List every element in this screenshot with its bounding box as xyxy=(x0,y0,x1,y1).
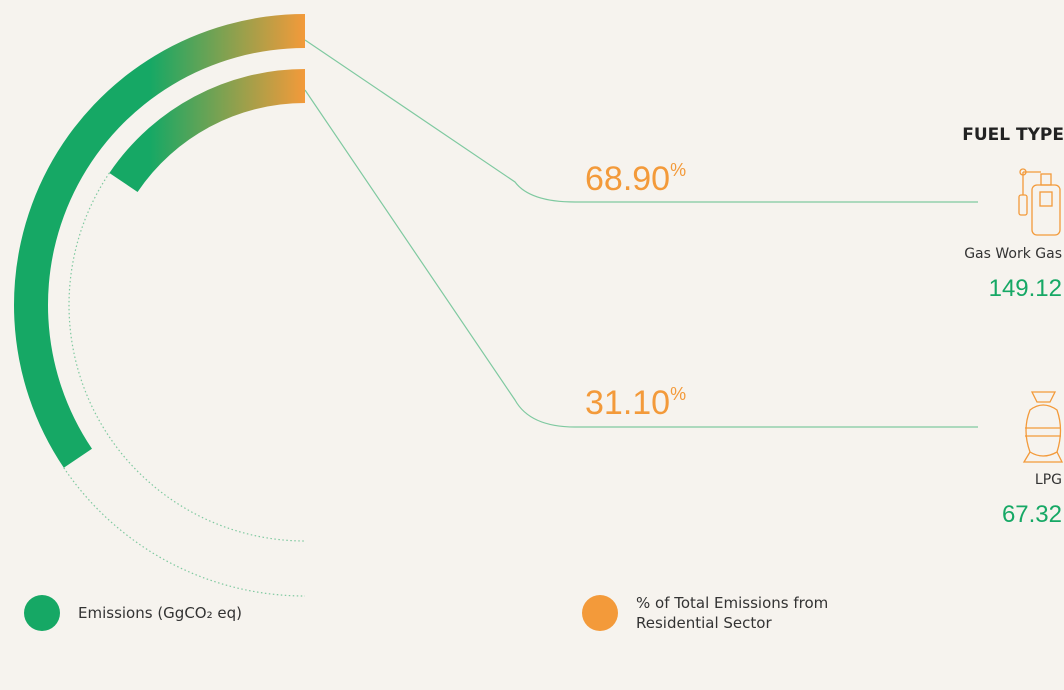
connectors xyxy=(304,39,978,428)
legend-swatch xyxy=(582,595,618,631)
legend-label: % of Total Emissions from Residential Se… xyxy=(636,594,829,632)
remainder-dots xyxy=(68,172,306,542)
percent-unit: % xyxy=(670,160,686,180)
percent-value: 68.90 xyxy=(585,160,670,198)
icon-gas xyxy=(1018,168,1061,236)
category-label: LPG xyxy=(1035,472,1062,488)
remainder-dots xyxy=(63,467,306,597)
emission-value: 149.12 xyxy=(989,275,1062,302)
icon-lpg xyxy=(1022,391,1064,463)
percent-unit: % xyxy=(670,384,686,404)
legend-label: Emissions (GgCO₂ eq) xyxy=(78,604,242,622)
arc-bar xyxy=(109,69,305,192)
percent-value: 31.10 xyxy=(585,384,670,422)
legend-swatch xyxy=(24,595,60,631)
title: FUEL TYPE xyxy=(962,125,1064,145)
legend-item: % of Total Emissions from Residential Se… xyxy=(582,593,836,633)
percent-label: 31.10% xyxy=(585,384,686,422)
percent-label: 68.90% xyxy=(585,160,686,198)
emission-value: 67.32 xyxy=(1002,501,1062,528)
legend-item: Emissions (GgCO₂ eq) xyxy=(24,595,242,631)
category-label: Gas Work Gas xyxy=(964,246,1062,262)
arc-bar xyxy=(14,14,306,468)
